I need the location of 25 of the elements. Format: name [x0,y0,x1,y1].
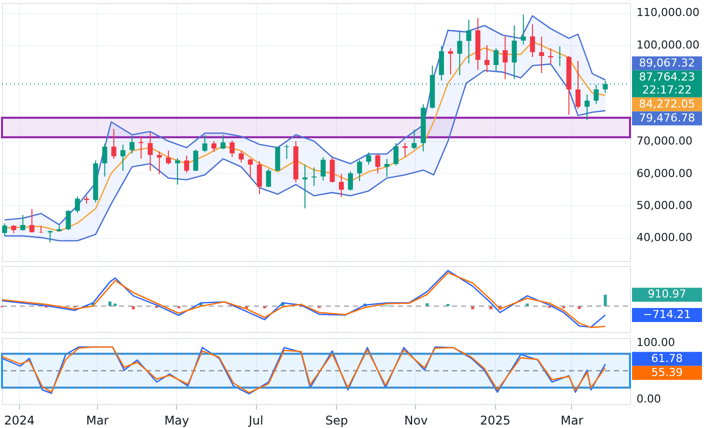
x-tick-label: Mar [86,414,109,428]
x-tick-label: Sep [325,414,348,428]
text: 55.39 [651,366,683,379]
y-tick-label: 70,000.00 [636,134,692,148]
y-tick-label: 40,000.00 [636,231,692,244]
text: 84,272.05 [639,97,695,110]
text: 89,067.32 [639,56,695,70]
x-tick-label: May [164,414,190,428]
x-tick-label: Mar [560,414,584,428]
y-tick-label: 110,000.00 [636,6,700,20]
text: 79,476.78 [639,111,695,124]
text: 910.97 [648,288,686,301]
ref-line-label: 87,764.23 [639,70,695,84]
y-tick-label: 100,000.00 [636,38,700,52]
text: 22:17:22 [642,83,692,96]
x-tick-label: Jul [248,414,264,428]
x-tick-label: Nov [404,414,428,428]
text: −714.21 [643,308,691,321]
y-tick-label: 0.00 [636,392,661,406]
text: 61.78 [651,352,683,365]
y-tick-label: 100.00 [636,336,675,350]
x-tick-label: 2024 [4,414,35,428]
x-tick-label: 2025 [480,414,511,428]
y-tick-label: 60,000.00 [636,166,692,180]
y-tick-label: 50,000.00 [636,198,692,212]
